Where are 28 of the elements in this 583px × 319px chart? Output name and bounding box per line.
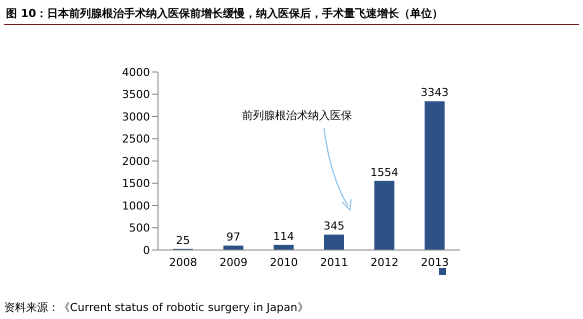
y-tick-label: 0 [143, 244, 150, 257]
y-tick-label: 2000 [122, 154, 150, 168]
chart-title: 图 10：日本前列腺根治手术纳入医保前增长缓慢，纳入医保后，手术量飞速增长（单位） [6, 6, 444, 21]
bar [324, 234, 344, 250]
annotation: 前列腺根治术纳入医保 [242, 108, 352, 123]
x-tick-label: 2009 [220, 256, 248, 269]
bar [374, 180, 394, 250]
y-tick-label: 3500 [122, 88, 150, 102]
data-label: 3343 [420, 86, 449, 100]
x-tick-label: 2010 [270, 256, 298, 269]
bar [223, 246, 244, 250]
text: 资料来源：《Current status of robotic surgery in Japan》 [4, 300, 308, 315]
y-tick-label: 1500 [122, 177, 150, 190]
data-label: 25 [176, 234, 190, 247]
x-tick-label: 2008 [169, 256, 198, 269]
data-label: 97 [226, 230, 240, 244]
x-tick-label: 2011 [320, 256, 348, 269]
data-label: 1554 [370, 166, 398, 179]
y-tick-label: 1000 [122, 199, 150, 212]
x-tick-label: 2012 [370, 256, 398, 269]
y-tick-label: 4000 [122, 66, 150, 79]
y-tick-label: 3000 [122, 110, 150, 124]
y-tick-label: 2500 [122, 132, 150, 146]
y-tick-label: 500 [129, 222, 150, 235]
data-label: 345 [324, 220, 344, 233]
data-label: 114 [273, 230, 294, 243]
bar [424, 101, 445, 250]
x-tick-label: 2013 [420, 256, 449, 269]
